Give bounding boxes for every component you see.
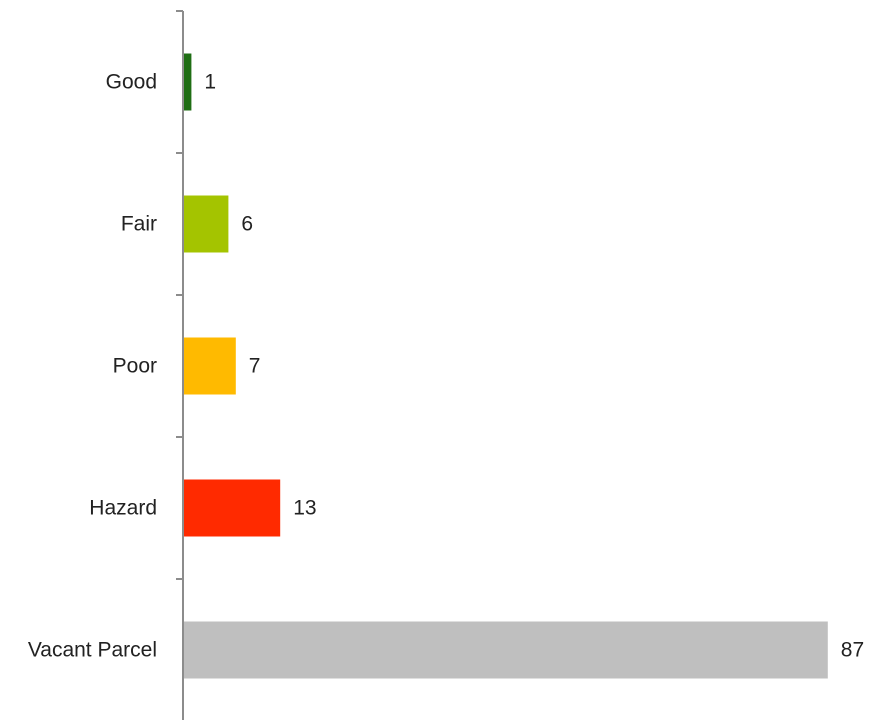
value-labels: 1 6 7 13 87 — [204, 71, 864, 662]
category-label-good: Good — [106, 71, 157, 94]
bar-poor — [184, 337, 236, 395]
category-label-fair: Fair — [121, 213, 157, 236]
bar-good — [184, 53, 192, 111]
value-label-fair: 6 — [241, 213, 253, 236]
category-label-vacant-parcel: Vacant Parcel — [28, 639, 157, 662]
bar-vacant-parcel — [184, 621, 828, 679]
value-label-poor: 7 — [249, 355, 261, 378]
bar-fair — [184, 195, 229, 253]
category-label-poor: Poor — [113, 355, 157, 378]
category-axis-ticks — [176, 10, 183, 580]
category-labels: Good Fair Poor Hazard Vacant Parcel — [28, 71, 157, 662]
category-label-hazard: Hazard — [89, 497, 157, 520]
value-label-hazard: 13 — [293, 497, 316, 520]
bars — [184, 53, 828, 679]
value-label-vacant-parcel: 87 — [841, 639, 864, 662]
bar-hazard — [184, 479, 281, 537]
value-label-good: 1 — [204, 71, 216, 94]
